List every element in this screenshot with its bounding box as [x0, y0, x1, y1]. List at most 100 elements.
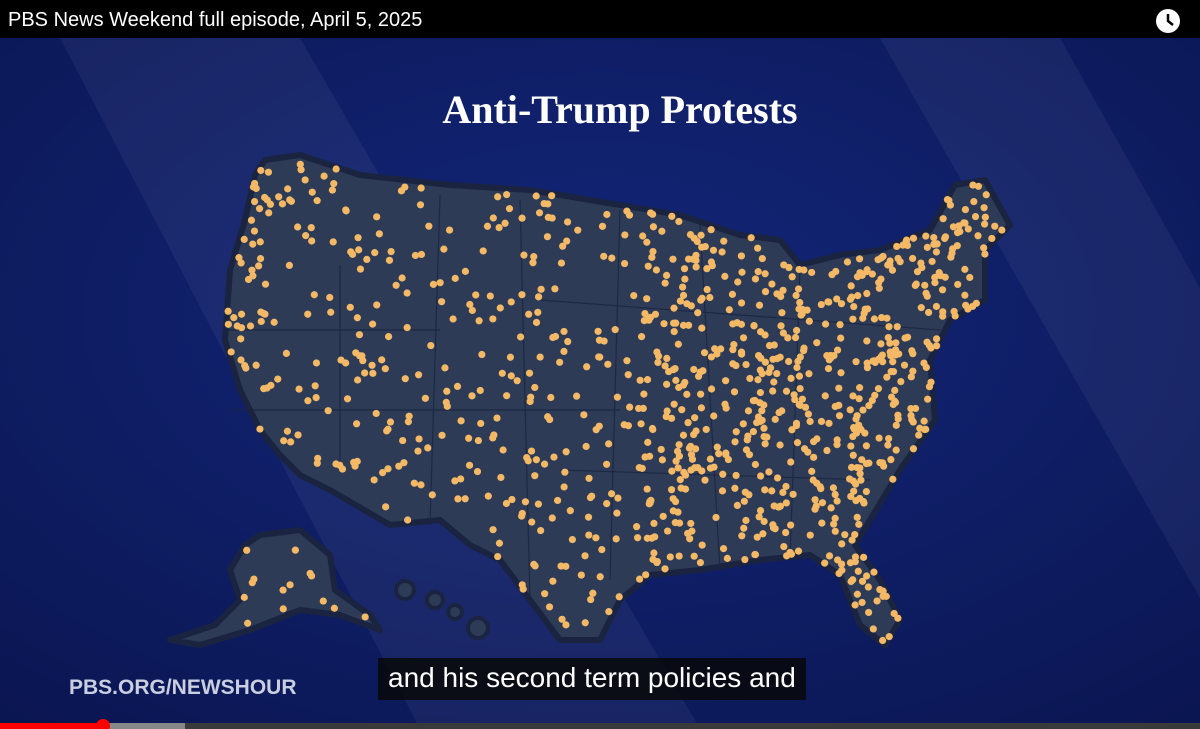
protest-dot	[824, 364, 833, 373]
protest-dot	[683, 390, 691, 398]
protest-dot	[737, 252, 745, 260]
watch-later-icon[interactable]	[1155, 8, 1181, 34]
protest-dot	[756, 472, 765, 480]
protest-dot	[672, 376, 680, 384]
protest-dot	[311, 382, 319, 390]
protest-dot	[468, 306, 476, 315]
protest-dot	[831, 514, 839, 522]
video-title[interactable]: PBS News Weekend full episode, April 5, …	[8, 9, 423, 31]
protest-dot	[355, 352, 364, 360]
protest-dot	[263, 196, 271, 204]
protest-dot	[707, 353, 715, 361]
scrubber[interactable]	[96, 719, 110, 729]
protest-dot	[623, 357, 631, 365]
protest-dot	[270, 318, 278, 326]
protest-dot	[679, 321, 688, 329]
protest-dot	[892, 339, 900, 347]
protest-dot	[803, 306, 811, 314]
protest-dot	[227, 348, 235, 356]
protest-dot	[690, 365, 698, 374]
protest-dot	[686, 230, 695, 239]
protest-dot	[804, 448, 812, 456]
protest-dot	[854, 567, 862, 575]
protest-dot	[545, 603, 554, 611]
protest-dot	[956, 227, 964, 236]
protest-dot	[665, 367, 673, 376]
protest-dot	[496, 304, 504, 312]
protest-dot	[825, 419, 833, 427]
protest-dot	[649, 223, 658, 231]
protest-dot	[779, 329, 787, 337]
protest-dot	[863, 572, 871, 580]
protest-dot	[817, 300, 825, 309]
protest-dot	[379, 469, 387, 477]
protest-dot	[792, 291, 800, 300]
protest-dot	[324, 407, 332, 415]
protest-dot	[981, 250, 989, 258]
protest-dot	[852, 497, 860, 505]
protest-dot	[721, 272, 729, 280]
protest-dot	[520, 251, 528, 259]
protest-dot	[835, 412, 844, 420]
protest-dot	[931, 279, 939, 287]
protest-dot	[643, 485, 651, 493]
protest-dot	[663, 380, 671, 388]
protest-dot	[562, 562, 570, 570]
protest-dot	[970, 197, 978, 206]
protest-dot	[823, 446, 831, 455]
protest-dot	[812, 502, 820, 510]
protest-dot	[715, 450, 723, 458]
protest-dot	[909, 254, 917, 263]
protest-dot	[945, 196, 953, 205]
protest-dot	[676, 476, 684, 484]
protest-dot	[337, 356, 345, 364]
protest-dot	[240, 593, 248, 601]
progress-bar[interactable]	[0, 719, 1200, 729]
protest-dot	[637, 420, 645, 428]
protest-dot	[884, 333, 892, 342]
protest-dot	[384, 465, 392, 473]
protest-dot	[662, 271, 671, 280]
protest-dot	[553, 496, 562, 505]
protest-dot	[669, 255, 677, 263]
protest-dot	[354, 376, 362, 384]
protest-dot	[307, 224, 315, 232]
protest-dot	[639, 232, 647, 240]
protest-dot	[243, 546, 251, 554]
protest-dot	[372, 409, 380, 418]
protest-dot	[882, 592, 890, 600]
protest-dot	[604, 360, 612, 368]
protest-dot	[674, 464, 682, 472]
protest-dot	[971, 212, 980, 221]
protest-dot	[285, 261, 294, 269]
protest-dot	[669, 495, 677, 503]
protest-dot	[556, 358, 564, 366]
protest-dot	[651, 310, 660, 318]
protest-dot	[603, 210, 611, 219]
protest-dot	[792, 326, 801, 335]
protest-dot	[865, 459, 873, 467]
protest-dot	[674, 508, 682, 516]
protest-dot	[760, 517, 768, 526]
protest-dot	[639, 404, 647, 413]
protest-dot	[490, 431, 498, 439]
protest-dot	[371, 249, 379, 257]
protest-dot	[697, 231, 705, 239]
protest-dot	[540, 460, 549, 468]
protest-dot	[758, 416, 766, 424]
protest-dot	[833, 436, 841, 444]
protest-dot	[857, 476, 865, 484]
protest-dot	[718, 248, 726, 256]
protest-dot	[544, 413, 552, 421]
protest-dot	[794, 285, 803, 293]
protest-dot	[681, 378, 689, 387]
protest-dot	[242, 364, 250, 372]
protest-dot	[381, 365, 389, 373]
protest-dot	[620, 259, 629, 268]
protest-dot	[375, 230, 383, 238]
protest-dot	[666, 553, 674, 561]
protest-dot	[920, 359, 928, 367]
protest-dot	[851, 531, 859, 539]
protest-dot	[237, 335, 245, 343]
protest-dot	[733, 501, 741, 510]
